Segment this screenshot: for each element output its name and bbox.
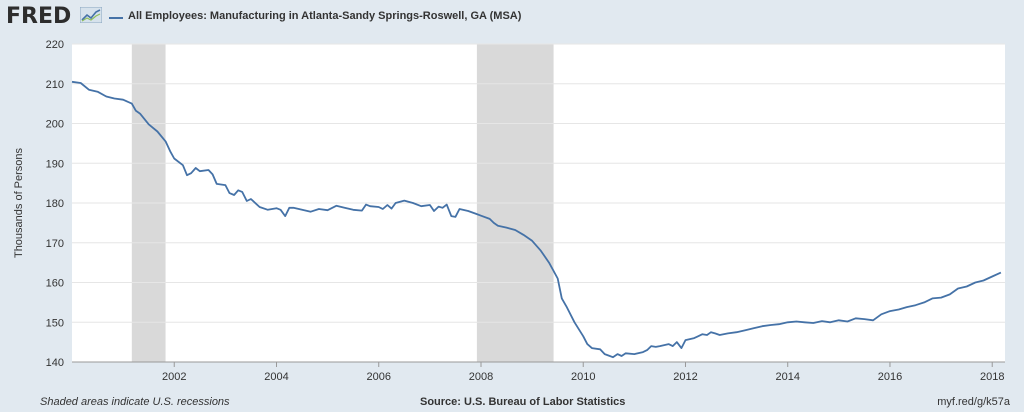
y-tick-label: 150	[46, 317, 64, 329]
x-tick-label: 2006	[366, 371, 390, 383]
x-tick-label: 2018	[980, 371, 1004, 383]
y-tick-label: 160	[46, 278, 64, 290]
fred-logo[interactable]: FRED	[6, 4, 72, 29]
series-title: All Employees: Manufacturing in Atlanta-…	[128, 10, 522, 22]
recession-note: Shaded areas indicate U.S. recessions	[40, 396, 230, 408]
y-tick-label: 180	[46, 198, 64, 210]
y-tick-label: 190	[46, 158, 64, 170]
y-tick-label: 200	[46, 119, 64, 131]
x-tick-label: 2014	[775, 371, 799, 383]
x-tick-label: 2012	[673, 371, 697, 383]
fred-logo-graph-icon	[80, 7, 102, 23]
series-layer	[71, 80, 1002, 359]
x-tick-label: 2004	[264, 371, 288, 383]
legend-swatch	[109, 17, 123, 19]
x-tick-label: 2010	[571, 371, 595, 383]
x-tick-label: 2008	[469, 371, 493, 383]
chart-header: FRED All Employees: Manufacturing in Atl…	[0, 0, 1024, 36]
series-line-0	[71, 80, 1002, 359]
short-link[interactable]: myf.red/g/k57a	[937, 396, 1010, 408]
x-axis-ticks: 2002 2004 2006 2008 2010 2012 2014 2016 2018	[72, 361, 1005, 383]
y-axis-label: Thousands of Persons	[13, 147, 25, 258]
x-tick-label: 2016	[878, 371, 902, 383]
y-axis-ticks: 140 150 160 170 180 190 200 210 220	[46, 39, 64, 369]
x-tick-label: 2002	[162, 371, 186, 383]
source-note: Source: U.S. Bureau of Labor Statistics	[420, 396, 626, 408]
y-tick-label: 140	[46, 357, 64, 369]
y-tick-label: 210	[46, 79, 64, 91]
y-tick-label: 220	[46, 39, 64, 51]
y-tick-label: 170	[46, 238, 64, 250]
